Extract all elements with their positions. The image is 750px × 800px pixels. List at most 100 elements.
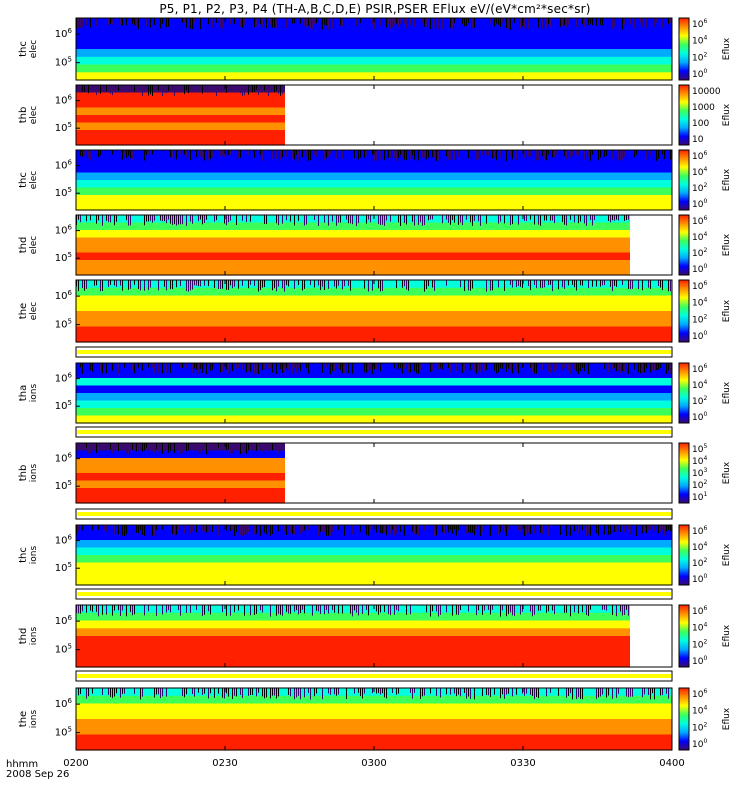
noise-streak [90, 363, 91, 371]
noise-streak [622, 280, 623, 285]
colorbar-tick-label: 102 [692, 51, 707, 63]
noise-streak [574, 215, 575, 223]
noise-streak [498, 18, 499, 26]
noise-streak [132, 605, 133, 616]
noise-streak [270, 688, 271, 699]
y-axis-species-label: elec [29, 171, 39, 190]
noise-streak [500, 18, 501, 28]
noise-streak [518, 363, 519, 374]
noise-streak [100, 280, 101, 292]
noise-streak [630, 525, 631, 535]
noise-streak [262, 280, 263, 288]
noise-streaks [76, 525, 671, 537]
noise-streak [508, 605, 509, 615]
noise-streak [244, 18, 245, 25]
noise-streak [448, 363, 449, 368]
noise-streak [86, 605, 87, 613]
noise-streak [372, 150, 373, 155]
noise-streak [320, 280, 321, 291]
noise-streak [558, 688, 559, 696]
noise-streak [576, 363, 577, 372]
colorbar-tick-label: 104 [692, 455, 707, 467]
noise-streak [548, 150, 549, 155]
noise-streak [238, 605, 239, 611]
heatmap-band [76, 64, 672, 73]
noise-streak [546, 605, 547, 613]
noise-streak [324, 605, 325, 615]
heatmap-band [76, 450, 285, 459]
noise-streak [578, 363, 579, 374]
noise-streak [294, 280, 295, 289]
noise-streak [258, 85, 259, 95]
noise-streak [550, 18, 551, 27]
noise-streak [300, 18, 301, 24]
noise-streak [398, 605, 399, 612]
heatmap-band [76, 287, 672, 297]
noise-streak [170, 363, 171, 373]
noise-streak [592, 18, 593, 26]
noise-streak [334, 688, 335, 695]
noise-streak [152, 215, 153, 223]
noise-streak [222, 688, 223, 698]
heatmap-tha-ions [76, 363, 672, 424]
noise-streak [666, 525, 667, 532]
noise-streak [294, 605, 295, 612]
noise-streak [652, 363, 653, 371]
noise-streak [436, 150, 437, 162]
noise-streak [446, 215, 447, 220]
noise-streak [260, 280, 261, 290]
heatmap-band [76, 130, 285, 139]
noise-streak [338, 605, 339, 614]
noise-streak [384, 150, 385, 161]
noise-streak [534, 525, 535, 534]
noise-streak [144, 215, 145, 226]
colorbar-tick-label: 105 [692, 443, 707, 455]
noise-streak [466, 525, 467, 534]
noise-streak [464, 363, 465, 371]
noise-streak [520, 280, 521, 287]
noise-streak [336, 688, 337, 696]
noise-streak [222, 18, 223, 29]
noise-streak [278, 280, 279, 287]
noise-streak [468, 150, 469, 159]
noise-streak [442, 363, 443, 370]
noise-streak [302, 280, 303, 291]
noise-streak [528, 525, 529, 532]
noise-streak [160, 688, 161, 699]
noise-streak [366, 150, 367, 156]
y-axis-species-label: ions [29, 463, 39, 482]
noise-streak [120, 688, 121, 698]
noise-streak [502, 18, 503, 23]
noise-streak [252, 85, 253, 93]
colorbar-tick-label: 106 [692, 280, 707, 292]
noise-streak [478, 150, 479, 160]
noise-streak [338, 215, 339, 223]
y-tick-label: 106 [55, 94, 73, 107]
heatmap-band [76, 688, 672, 697]
noise-streak [244, 605, 245, 616]
noise-streak [566, 525, 567, 536]
noise-streak [490, 18, 491, 24]
noise-streak [240, 150, 241, 158]
noise-streak [300, 605, 301, 613]
noise-streak [436, 525, 437, 536]
noise-streak [486, 150, 487, 156]
noise-streak [462, 215, 463, 226]
noise-streak [106, 525, 107, 532]
noise-streak [510, 215, 511, 226]
noise-streak [232, 280, 233, 289]
noise-streak [162, 525, 163, 530]
noise-streak [484, 605, 485, 611]
noise-streak [122, 280, 123, 291]
x-tick-label: 0230 [212, 758, 237, 769]
x-tick-label: 0200 [63, 758, 88, 769]
noise-streak [324, 18, 325, 25]
noise-streak [236, 85, 237, 92]
noise-streak [642, 18, 643, 27]
noise-streak [134, 363, 135, 374]
noise-streak [202, 688, 203, 695]
noise-streak [580, 215, 581, 222]
noise-streak [670, 363, 671, 374]
colorbar-label: Eflux [722, 624, 732, 647]
noise-streak [162, 688, 163, 697]
